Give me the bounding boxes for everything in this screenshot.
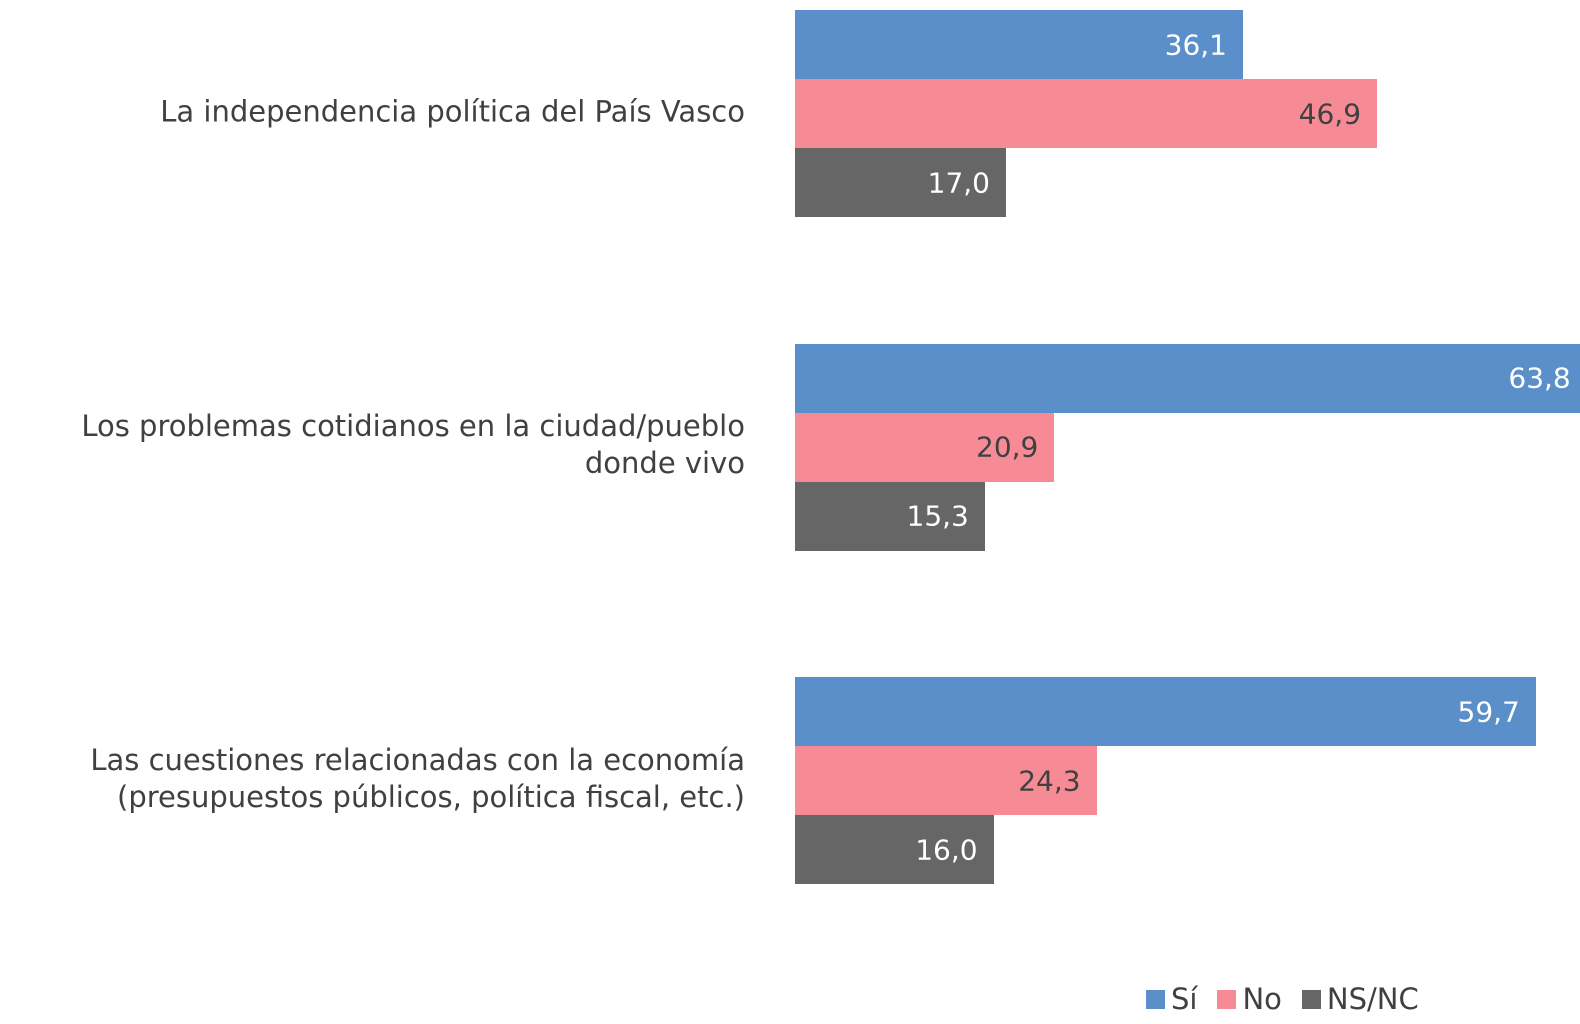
legend-swatch	[1217, 989, 1237, 1009]
legend-swatch	[1146, 989, 1165, 1009]
value-label: 36,1	[1164, 28, 1227, 61]
value-label: 24,3	[1018, 764, 1081, 797]
value-label: 46,9	[1298, 97, 1362, 130]
category-label: La independencia política del País Vasco	[160, 94, 745, 128]
bar: 36,1	[795, 10, 1243, 79]
legend-item: NS/NC	[1301, 982, 1419, 1016]
bar: 46,9	[795, 79, 1378, 148]
category-label: Los problemas cotidianos en la ciudad/pu…	[81, 409, 745, 480]
value-label: 20,9	[976, 430, 1039, 464]
bar: 63,8	[795, 343, 1580, 413]
bar: 59,7	[795, 677, 1536, 746]
bar: 24,3	[795, 746, 1097, 815]
value-label: 15,3	[906, 499, 969, 533]
legend-swatch	[1301, 989, 1321, 1009]
legend-item: Sí	[1146, 982, 1197, 1016]
legend-label: NS/NC	[1326, 982, 1419, 1016]
bar: 20,9	[795, 412, 1055, 482]
category-label: Las cuestiones relacionadas con la econo…	[90, 742, 745, 814]
bar: 17,0	[795, 148, 1006, 217]
value-label: 16,0	[915, 833, 978, 866]
value-label: 17,0	[927, 166, 990, 199]
legend: Sí No NS/NC	[1146, 982, 1439, 1016]
bar: 15,3	[795, 481, 985, 551]
value-label: 63,8	[1508, 361, 1571, 395]
legend-item: No	[1217, 982, 1282, 1016]
legend-label: No	[1242, 982, 1282, 1016]
bar: 16,0	[795, 815, 994, 884]
legend-label: Sí	[1171, 982, 1198, 1016]
value-label: 59,7	[1457, 695, 1520, 728]
